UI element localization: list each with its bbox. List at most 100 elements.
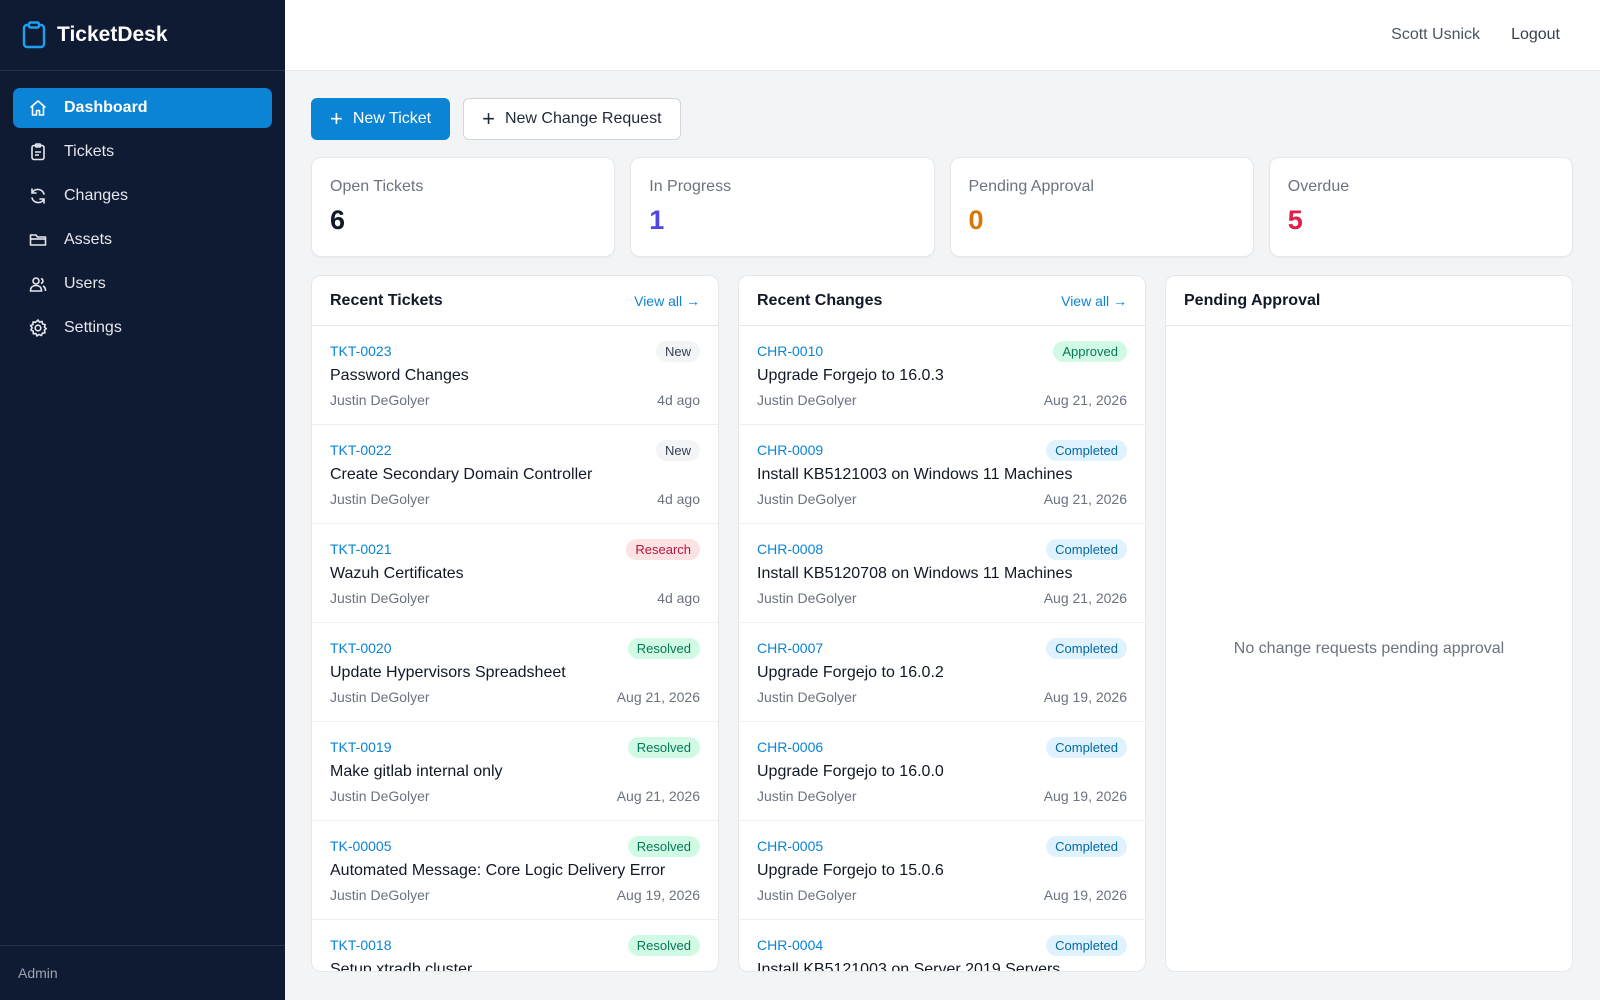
app-name: TicketDesk — [57, 23, 168, 46]
sidebar-item-label: Settings — [64, 319, 122, 336]
row-top: TKT-0023 New — [330, 340, 700, 362]
row-top: TKT-0021 Research — [330, 538, 700, 560]
status-badge: Resolved — [627, 934, 700, 956]
sidebar-item-tickets[interactable]: Tickets — [13, 132, 272, 172]
item-title: Update Hypervisors Spreadsheet — [330, 664, 566, 681]
row-top: CHR-0006 Completed — [757, 736, 1127, 758]
item-code[interactable]: TKT-0018 — [330, 937, 392, 953]
item-author: Justin DeGolyer — [757, 887, 857, 903]
view-all-tickets-link[interactable]: View all → — [634, 292, 700, 309]
item-date: 4d ago — [657, 392, 700, 408]
status-badge: Resolved — [627, 637, 700, 659]
ticket-row[interactable]: TKT-0018 Resolved Setup xtradb cluster — [312, 920, 718, 972]
change-row[interactable]: CHR-0009 Completed Install KB5121003 on Wi… — [739, 425, 1145, 524]
ticket-row[interactable]: TKT-0022 New Create Secondary Domain Contr… — [312, 425, 718, 524]
panel-title: Pending Approval — [1184, 291, 1321, 309]
sidebar-item-changes[interactable]: Changes — [13, 176, 272, 216]
ticket-row[interactable]: TKT-0019 Resolved Make gitlab internal onl… — [312, 722, 718, 821]
pending-approval-panel: Pending Approval No change requests pend… — [1165, 275, 1573, 972]
new-change-request-button[interactable]: + New Change Request — [463, 98, 681, 140]
item-date: Aug 21, 2026 — [1043, 590, 1127, 606]
item-code[interactable]: CHR-0004 — [757, 937, 824, 953]
item-title: Automated Message: Core Logic Delivery E… — [330, 862, 666, 879]
stat-card-in-progress[interactable]: In Progress 1 — [630, 157, 935, 257]
row-meta: Justin DeGolyer Aug 21, 2026 — [757, 590, 1127, 606]
row-top: TKT-0020 Resolved — [330, 637, 700, 659]
item-date: Aug 19, 2026 — [1043, 689, 1127, 705]
sidebar-item-label: Users — [64, 275, 106, 292]
sidebar-item-settings[interactable]: Settings — [13, 308, 272, 348]
item-author: Justin DeGolyer — [757, 491, 857, 507]
item-code[interactable]: TKT-0019 — [330, 739, 392, 755]
row-top: TKT-0019 Resolved — [330, 736, 700, 758]
ticket-row[interactable]: TKT-0023 New Password Changes Justin DeGoly… — [312, 326, 718, 425]
ticket-row[interactable]: TK-00005 Resolved Automated Message: Core … — [312, 821, 718, 920]
item-date: Aug 21, 2026 — [616, 689, 700, 705]
item-code[interactable]: TKT-0021 — [330, 541, 392, 557]
status-badge: Completed — [1046, 736, 1127, 758]
row-top: CHR-0005 Completed — [757, 835, 1127, 857]
row-top: TK-00005 Resolved — [330, 835, 700, 857]
item-date: Aug 21, 2026 — [1043, 392, 1127, 408]
item-author: Justin DeGolyer — [757, 392, 857, 408]
plus-icon: + — [482, 106, 495, 131]
item-code[interactable]: CHR-0007 — [757, 640, 824, 656]
item-code[interactable]: CHR-0006 — [757, 739, 824, 755]
item-title: Setup xtradb cluster — [330, 961, 473, 972]
view-all-changes-link[interactable]: View all → — [1061, 292, 1127, 309]
ticket-row[interactable]: TKT-0021 Research Wazuh Certificates Justin… — [312, 524, 718, 623]
empty-state-message: No change requests pending approval — [1233, 639, 1505, 657]
item-code[interactable]: CHR-0009 — [757, 442, 824, 458]
item-code[interactable]: CHR-0010 — [757, 343, 824, 359]
panels-row: Recent Tickets View all → TKT-0023 New Pas… — [311, 275, 1573, 972]
new-ticket-button[interactable]: + New Ticket — [311, 98, 451, 140]
item-date: Aug 19, 2026 — [1043, 887, 1127, 903]
stat-value: 5 — [1287, 205, 1303, 235]
row-meta: Justin DeGolyer Aug 19, 2026 — [330, 887, 700, 903]
stat-card-overdue[interactable]: Overdue 5 — [1268, 157, 1573, 257]
change-row[interactable]: CHR-0008 Completed Install KB5120708 on Wi… — [739, 524, 1145, 623]
sidebar-item-assets[interactable]: Assets — [13, 220, 272, 260]
folder-icon — [27, 229, 49, 251]
new-ticket-label: New Ticket — [352, 110, 432, 127]
stat-card-open-tickets[interactable]: Open Tickets 6 — [311, 157, 616, 257]
sidebar-item-dashboard[interactable]: Dashboard — [13, 88, 272, 128]
panel-header: Recent Tickets View all → — [312, 276, 718, 326]
stats-row: Open Tickets 6 In Progress 1 Pending App… — [311, 157, 1573, 257]
item-code[interactable]: CHR-0008 — [757, 541, 824, 557]
item-title: Upgrade Forgejo to 16.0.2 — [757, 664, 944, 681]
item-code[interactable]: TKT-0022 — [330, 442, 392, 458]
ticket-row[interactable]: TKT-0020 Resolved Update Hypervisors Sprea… — [312, 623, 718, 722]
row-meta: Justin DeGolyer Aug 21, 2026 — [330, 689, 700, 705]
home-icon — [27, 97, 49, 119]
item-code[interactable]: TKT-0023 — [330, 343, 392, 359]
change-row[interactable]: CHR-0006 Completed Upgrade Forgejo to 16.0… — [739, 722, 1145, 821]
change-row[interactable]: CHR-0005 Completed Upgrade Forgejo to 15.0… — [739, 821, 1145, 920]
brand[interactable]: TicketDesk — [0, 0, 285, 71]
status-badge: Completed — [1046, 934, 1127, 956]
change-row[interactable]: CHR-0010 Approved Upgrade Forgejo to 16.0.… — [739, 326, 1145, 425]
item-author: Justin DeGolyer — [330, 788, 430, 804]
row-top: CHR-0008 Completed — [757, 538, 1127, 560]
change-row[interactable]: CHR-0007 Completed Upgrade Forgejo to 16.0… — [739, 623, 1145, 722]
item-code[interactable]: CHR-0005 — [757, 838, 824, 854]
sidebar-item-label: Assets — [64, 231, 113, 248]
item-title: Create Secondary Domain Controller — [330, 466, 593, 483]
change-row[interactable]: CHR-0004 Completed Install KB5121003 on Se… — [739, 920, 1145, 971]
item-date: Aug 19, 2026 — [616, 887, 700, 903]
refresh-icon — [27, 185, 49, 207]
row-meta: Justin DeGolyer Aug 19, 2026 — [757, 689, 1127, 705]
stat-card-pending-approval[interactable]: Pending Approval 0 — [949, 157, 1254, 257]
item-author: Justin DeGolyer — [757, 788, 857, 804]
panel-title: Recent Tickets — [330, 291, 443, 309]
recent-tickets-panel: Recent Tickets View all → TKT-0023 New Pas… — [311, 275, 719, 972]
item-code[interactable]: TKT-0020 — [330, 640, 392, 656]
logout-link[interactable]: Logout — [1511, 26, 1560, 43]
item-title: Upgrade Forgejo to 16.0.3 — [757, 367, 944, 384]
sidebar-item-users[interactable]: Users — [13, 264, 272, 304]
item-author: Justin DeGolyer — [757, 689, 857, 705]
panel-header: Recent Changes View all → — [739, 276, 1145, 326]
item-code[interactable]: TK-00005 — [330, 838, 392, 854]
stat-value: 1 — [649, 205, 665, 235]
row-meta: Justin DeGolyer 4d ago — [330, 590, 700, 606]
